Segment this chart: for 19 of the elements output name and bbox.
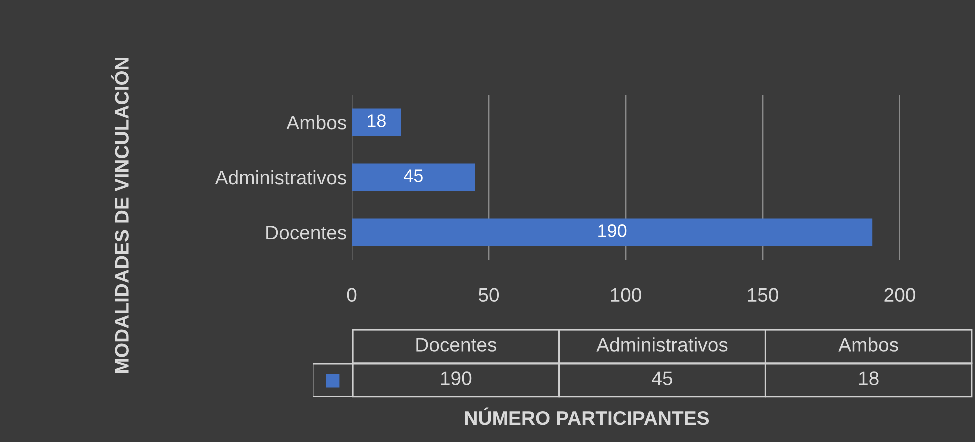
text: 190 [441, 372, 472, 386]
category-label: Docentes [416, 338, 497, 352]
text: 18 [860, 372, 879, 386]
data-label: 190 [598, 224, 627, 238]
x-tick-label: 150 [748, 288, 778, 302]
category-label: Administrativos [596, 338, 728, 352]
x-tick-label: 0 [347, 288, 357, 302]
y-tick-label: Docentes [266, 226, 346, 240]
y-axis-title: MODALIDADES DE VINCULACIÓN [112, 58, 129, 373]
x-tick-label: 50 [478, 288, 500, 302]
data-label: 45 [404, 170, 423, 182]
y-tick-label: Ambos [286, 115, 346, 130]
category-label: Ambos [838, 338, 898, 352]
text: 45 [652, 372, 672, 386]
x-tick-label: 200 [884, 288, 916, 302]
x-tick-label: 100 [611, 288, 642, 302]
text: NÚMERO PARTICIPANTES [466, 408, 710, 426]
y-tick-label: Administrativos [215, 170, 346, 185]
data-label: 18 [368, 114, 386, 128]
